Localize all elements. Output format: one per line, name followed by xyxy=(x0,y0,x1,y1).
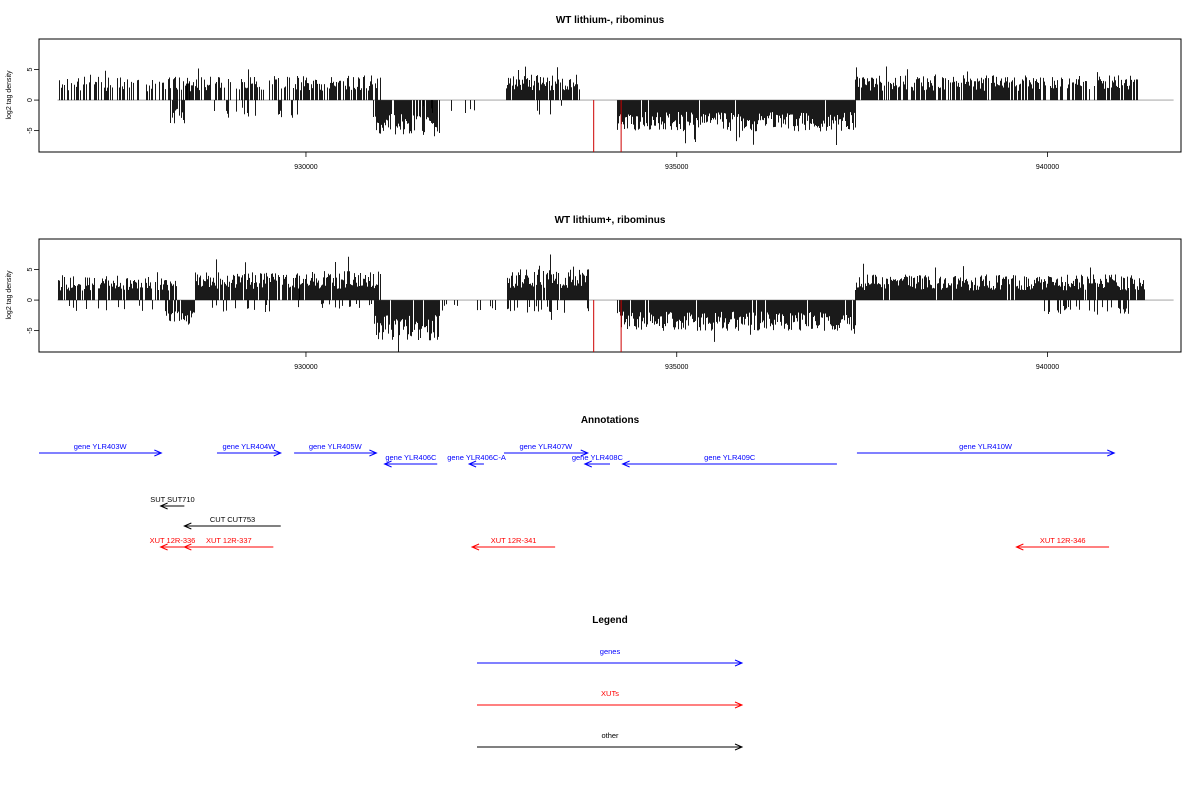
arrowhead xyxy=(580,449,590,457)
legend-entry: genes xyxy=(477,647,744,667)
annotation-feature: XUT 12R-336 xyxy=(150,536,196,551)
y-axis-label: log2 tag density xyxy=(6,270,13,320)
feature-label: gene YLR407W xyxy=(519,442,573,451)
feature-label: gene YLR408C xyxy=(572,453,624,462)
y-tick-label: -5 xyxy=(27,127,34,133)
feature-label: SUT SUT710 xyxy=(150,495,194,504)
x-tick-label: 930000 xyxy=(294,364,317,371)
annotation-feature: gene YLR406C xyxy=(383,453,438,468)
x-tick-label: 940000 xyxy=(1036,364,1059,371)
arrowhead xyxy=(467,460,477,468)
feature-label: XUT 12R-341 xyxy=(491,536,537,545)
y-tick-label: 5 xyxy=(27,267,34,271)
coverage-bars xyxy=(57,254,1174,352)
annotation-feature: XUT 12R-341 xyxy=(470,536,556,551)
arrowhead xyxy=(734,701,744,709)
annotation-feature: gene YLR407W xyxy=(503,442,590,457)
y-tick-label: 5 xyxy=(27,67,34,71)
feature-label: gene YLR410W xyxy=(959,442,1013,451)
panel-title: WT lithium-, ribominus xyxy=(556,15,665,26)
feature-label: XUT 12R-336 xyxy=(150,536,196,545)
annotation-items: gene YLR403W gene YLR404W gene YLR405W gene… xyxy=(39,442,1116,551)
annotation-feature: SUT SUT710 xyxy=(150,495,195,510)
axis-ticks: -5 0 5 930000 935000 940000 xyxy=(27,267,1059,371)
feature-label: gene YLR405W xyxy=(309,442,363,451)
feature-label: gene YLR409C xyxy=(704,453,756,462)
coverage-panel-lithium-minus: WT lithium-, ribominus log2 tag density … xyxy=(6,15,1182,171)
arrowhead xyxy=(1107,449,1116,457)
arrowhead xyxy=(159,543,168,551)
arrowhead xyxy=(734,743,744,751)
legend-label: XUTs xyxy=(601,689,619,698)
arrowhead xyxy=(621,460,630,468)
arrowhead xyxy=(383,460,392,468)
x-tick-label: 935000 xyxy=(665,364,688,371)
legend: Legend genes XUTs other xyxy=(477,615,744,751)
coverage-panel-lithium-plus: WT lithium+, ribominus log2 tag density … xyxy=(6,215,1182,371)
arrowhead xyxy=(369,449,378,457)
legend-entry: other xyxy=(477,731,744,751)
y-tick-label: 0 xyxy=(27,298,34,302)
arrowhead xyxy=(154,449,163,457)
plot-frame xyxy=(38,38,1182,153)
annotation-feature: gene YLR405W xyxy=(294,442,378,457)
coverage-bars xyxy=(57,66,1174,152)
feature-label: gene YLR403W xyxy=(74,442,128,451)
annotation-feature: XUT 12R-337 xyxy=(183,536,274,551)
feature-label: gene YLR404W xyxy=(222,442,276,451)
y-axis-label: log2 tag density xyxy=(6,70,13,120)
arrowhead xyxy=(183,522,192,530)
panel-title: WT lithium+, ribominus xyxy=(555,215,666,226)
annotation-feature: gene YLR408C xyxy=(572,453,624,468)
feature-label: CUT CUT753 xyxy=(210,515,255,524)
feature-label: gene YLR406C-A xyxy=(447,453,506,462)
arrowhead xyxy=(734,659,744,667)
annotations-title: Annotations xyxy=(581,415,640,426)
feature-label: gene YLR406C xyxy=(385,453,437,462)
legend-label: other xyxy=(601,731,619,740)
arrowhead xyxy=(273,449,283,457)
legend-title: Legend xyxy=(592,615,628,626)
legend-items: genes XUTs other xyxy=(477,647,744,751)
arrowhead xyxy=(183,543,192,551)
arrowhead xyxy=(1015,543,1024,551)
plot-frame xyxy=(38,238,1182,353)
feature-label: XUT 12R-337 xyxy=(206,536,252,545)
annotation-feature: XUT 12R-346 xyxy=(1015,536,1110,551)
x-tick-label: 930000 xyxy=(294,164,317,171)
annotation-feature: CUT CUT753 xyxy=(183,515,281,530)
annotation-feature: gene YLR403W xyxy=(39,442,163,457)
arrowhead xyxy=(159,502,168,510)
x-tick-label: 935000 xyxy=(665,164,688,171)
legend-entry: XUTs xyxy=(477,689,744,709)
annotation-feature: gene YLR410W xyxy=(856,442,1116,457)
axis-ticks: -5 0 5 930000 935000 940000 xyxy=(27,67,1059,171)
annotation-feature: gene YLR404W xyxy=(216,442,283,457)
feature-label: XUT 12R-346 xyxy=(1040,536,1086,545)
annotation-feature: gene YLR409C xyxy=(621,453,837,468)
arrowhead xyxy=(470,543,480,551)
legend-label: genes xyxy=(600,647,621,656)
x-tick-label: 940000 xyxy=(1036,164,1059,171)
y-tick-label: 0 xyxy=(27,98,34,102)
y-tick-label: -5 xyxy=(27,327,34,333)
annotation-feature: gene YLR406C-A xyxy=(447,453,506,468)
arrowhead xyxy=(583,460,592,468)
annotations-track: Annotations gene YLR403W gene YLR404W gene… xyxy=(39,415,1116,551)
